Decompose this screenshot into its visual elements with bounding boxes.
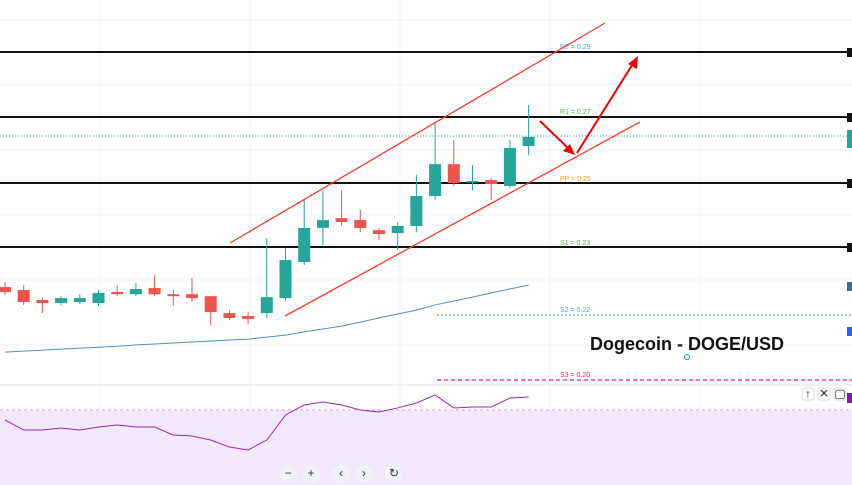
button-label: ↻ — [389, 466, 399, 480]
pivot-lines — [0, 51, 852, 381]
button-bg — [833, 387, 847, 401]
button-label: ↑ — [805, 387, 811, 401]
edge-tab — [847, 243, 852, 252]
candle-body — [148, 288, 161, 295]
control-button[interactable]: − — [279, 465, 297, 483]
candle-body — [373, 230, 385, 235]
arrows — [539, 56, 638, 155]
level-label: PP = 0.25 — [560, 176, 591, 183]
level-label: S3 = 0.20 — [560, 372, 590, 379]
candle-body — [167, 294, 180, 297]
anchor-dot — [684, 354, 690, 360]
button-label: ‹ — [339, 466, 343, 480]
candle-body — [73, 298, 86, 303]
button-bg — [332, 465, 350, 483]
candle-body — [316, 220, 329, 228]
candle-body — [204, 296, 217, 313]
button-label: › — [362, 466, 366, 480]
candle-body — [129, 289, 142, 295]
candle-body — [279, 260, 292, 299]
button-bg — [355, 465, 373, 483]
candle-body — [111, 291, 124, 295]
button-bg — [385, 465, 403, 483]
button-bg — [279, 465, 297, 483]
button-bg — [817, 387, 831, 401]
rsi-line — [4, 394, 529, 451]
candle-body — [186, 294, 198, 299]
candle-body — [503, 147, 516, 186]
candle-body — [391, 225, 404, 234]
level-label: S1 = 0.23 — [560, 240, 590, 247]
control-button[interactable]: › — [355, 465, 373, 483]
edge-tab — [847, 130, 852, 148]
candle-body — [92, 292, 105, 303]
controls: − + ‹ › ↻ ↑ ✕ ▢ — [279, 387, 847, 483]
edge-tab — [847, 179, 852, 188]
control-button[interactable]: + — [302, 465, 320, 483]
candle-body — [429, 164, 442, 197]
channel — [229, 22, 641, 317]
candle-body — [522, 136, 535, 146]
control-button[interactable]: ‹ — [332, 465, 350, 483]
button-bg — [801, 387, 815, 401]
edge-tab — [847, 48, 852, 57]
chart-title: Dogecoin - DOGE/USD — [590, 334, 784, 354]
pane-button[interactable]: ✕ — [817, 387, 831, 401]
candle-body — [485, 180, 498, 185]
candle-body — [17, 289, 30, 303]
button-bg — [302, 465, 320, 483]
candle-body — [36, 300, 49, 303]
button-label: + — [307, 466, 314, 480]
moving-average — [4, 284, 529, 353]
candle-body — [354, 220, 367, 228]
candle-body — [335, 218, 348, 223]
pane-button[interactable]: ▢ — [833, 387, 847, 401]
edge-tab — [847, 282, 852, 291]
edge-tab — [847, 393, 852, 403]
series-layer — [0, 105, 535, 451]
button-label: ▢ — [834, 387, 845, 401]
candle-body — [260, 297, 273, 314]
level-label: R2 = 0.29 — [560, 44, 591, 51]
candle-body — [298, 227, 311, 263]
level-label: R1 = 0.27 — [560, 109, 591, 116]
pane-button[interactable]: ↑ — [801, 387, 815, 401]
button-label: − — [284, 466, 291, 480]
candle-body — [0, 287, 11, 292]
control-button[interactable]: ↻ — [385, 465, 403, 483]
rsi-band — [0, 410, 852, 485]
edge-tab — [847, 327, 852, 336]
candle-body — [447, 164, 460, 184]
edge-tab — [847, 113, 852, 122]
candle-body — [223, 313, 236, 318]
level-label: S2 = 0.22 — [560, 307, 590, 314]
button-label: ✕ — [819, 387, 829, 401]
candle-body — [410, 196, 423, 226]
candle-body — [242, 316, 255, 319]
candle-body — [466, 181, 479, 183]
candle-body — [55, 298, 68, 303]
